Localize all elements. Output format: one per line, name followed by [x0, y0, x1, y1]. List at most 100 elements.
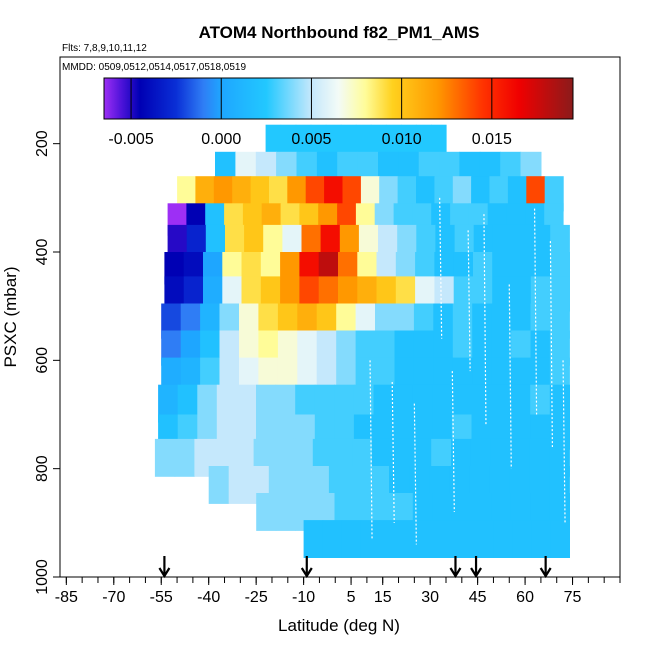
heatmap-cell — [158, 384, 179, 423]
heatmap-cell — [491, 330, 512, 366]
heatmap-cell — [316, 330, 337, 366]
heatmap-cell — [203, 252, 223, 285]
heatmap-cell — [318, 252, 339, 285]
heatmap-cell — [394, 330, 415, 366]
heatmap-cell — [550, 252, 570, 285]
heatmap-cell — [357, 252, 378, 285]
heatmap-cell — [180, 330, 201, 366]
heatmap-cell — [397, 176, 417, 212]
heatmap-cell — [277, 330, 298, 366]
heatmap-cell — [241, 276, 262, 312]
heatmap-cell — [512, 520, 532, 558]
heatmap-cell — [412, 384, 433, 423]
heatmap-cell — [336, 303, 357, 339]
heatmap-cell — [373, 384, 394, 423]
y-tick-label: 400 — [34, 239, 51, 266]
heatmap-cell — [275, 493, 296, 531]
heatmap-cell — [338, 252, 358, 285]
heatmap-cell — [473, 276, 493, 312]
missing-data-streak — [451, 371, 455, 513]
heatmap-cell — [455, 520, 476, 558]
heatmap-cell — [530, 252, 551, 285]
heatmap-cell — [213, 176, 233, 212]
heatmap-cell — [297, 303, 318, 339]
heatmap-cell — [219, 303, 240, 339]
heatmap-cell — [280, 252, 300, 285]
heatmap-cell — [314, 384, 335, 423]
heatmap-cell — [549, 330, 570, 366]
heatmap-cell — [183, 252, 204, 285]
heatmap-cell — [511, 252, 532, 285]
heatmap-cell — [416, 176, 435, 212]
heatmap-cell — [511, 330, 532, 366]
plot-frame — [59, 56, 621, 578]
heatmap-cell — [471, 176, 491, 212]
heatmap-cell — [375, 330, 395, 366]
heatmap-cell — [277, 303, 298, 339]
heatmap-cell — [161, 303, 182, 339]
heatmap-cell — [550, 520, 570, 558]
missing-data-streak — [391, 381, 395, 523]
heatmap-cell — [200, 303, 221, 339]
heatmap-cell — [393, 384, 414, 423]
heatmap-cell — [507, 176, 527, 212]
heatmap-cell — [452, 303, 473, 339]
heatmap-cell — [434, 252, 455, 285]
colorbar-tick-label: 0.010 — [382, 131, 422, 148]
missing-data-streak — [467, 230, 471, 372]
heatmap-cell — [250, 176, 270, 212]
heatmap-cell — [161, 330, 182, 366]
heatmap-cell — [336, 330, 357, 366]
heatmap-cell — [471, 384, 492, 423]
dates-annotation: MMDD: 0509,0512,0514,0517,0518,0519 — [62, 62, 246, 73]
heatmap-cell — [183, 276, 204, 312]
heatmap-cell — [355, 330, 376, 366]
heatmap-cell — [379, 176, 399, 212]
heatmap-cell — [216, 384, 237, 423]
heatmap-cell — [375, 303, 395, 339]
heatmap-cell — [256, 493, 277, 531]
heatmap-cell — [164, 276, 185, 312]
flight-marker-arrow — [300, 556, 313, 579]
heatmap-cell — [511, 303, 532, 339]
heatmap-cell — [269, 176, 288, 212]
heatmap-cell — [451, 384, 473, 423]
heatmap-cell — [511, 276, 532, 312]
heatmap-cell — [164, 252, 185, 285]
heatmap-cell — [432, 384, 453, 423]
colorbar: -0.005 0.000 0.005 0.010 0.015 — [103, 77, 574, 148]
heatmap-cell — [334, 384, 355, 423]
heatmap-cell — [203, 276, 223, 312]
heatmap-cell — [318, 276, 339, 312]
heatmap-cell — [208, 466, 230, 504]
missing-data-streak — [562, 360, 566, 523]
heatmap-cell — [258, 303, 279, 339]
y-tick-label: 1000 — [34, 559, 51, 595]
heatmap-cell — [530, 384, 551, 423]
heatmap-cell — [256, 384, 277, 423]
heatmap-cell — [232, 176, 252, 212]
x-tick-label: -10 — [292, 589, 315, 606]
heatmap-cell — [338, 276, 358, 312]
heatmap-cell — [299, 252, 320, 285]
heatmap-cell — [197, 384, 218, 423]
heatmap-cell — [353, 384, 375, 423]
heatmap-cell — [394, 303, 415, 339]
heatmap-cell — [452, 330, 473, 366]
heatmap-cell — [489, 176, 509, 212]
heatmap-cell — [433, 330, 454, 366]
heatmap-cell — [474, 520, 495, 558]
heatmap-cell — [510, 384, 531, 423]
x-tick-label: -85 — [55, 589, 78, 606]
heatmap-cell — [174, 438, 195, 477]
heatmap-cell — [398, 520, 419, 558]
heatmap-cell — [287, 176, 307, 212]
flight-marker-arrow — [449, 556, 462, 579]
heatmap-cell — [177, 384, 198, 423]
heatmap-cell — [376, 276, 397, 312]
y-axis: 200 400 600 800 1000 — [34, 130, 60, 595]
heatmap-cell — [195, 176, 215, 212]
heatmap-cell — [395, 252, 416, 285]
heatmap-cell — [549, 303, 570, 339]
